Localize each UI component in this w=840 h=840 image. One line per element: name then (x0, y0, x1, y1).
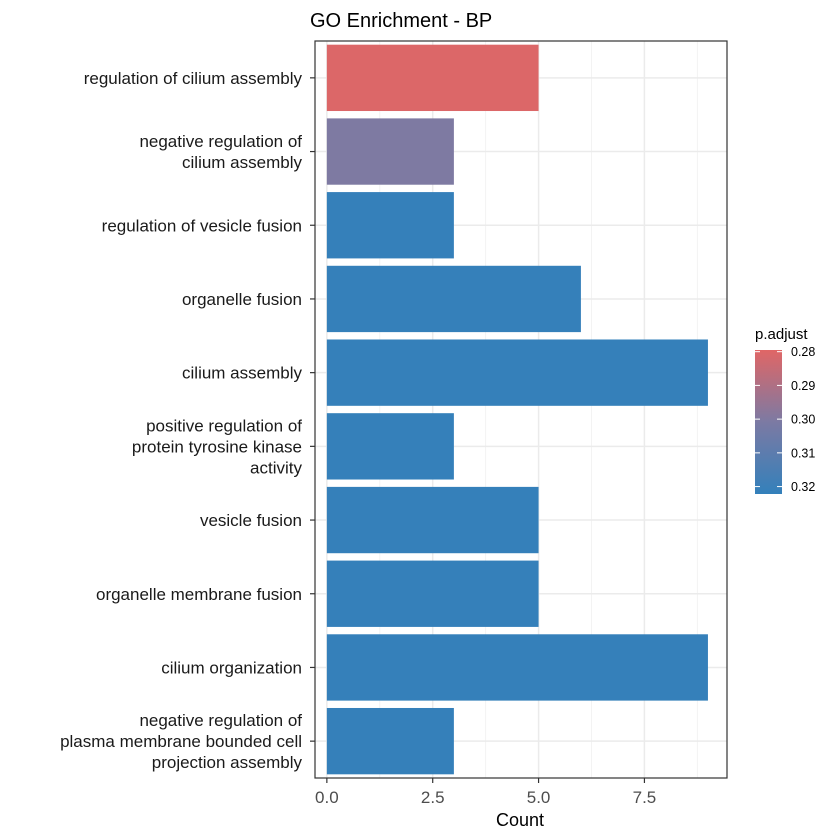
legend-tick-label: 0.29 (791, 379, 815, 393)
legend-title: p.adjust (755, 326, 808, 343)
legend-tick-label: 0.31 (791, 446, 815, 460)
plot-panel-border (314, 40, 728, 779)
bar (326, 118, 454, 185)
legend-tick-label: 0.32 (791, 480, 815, 494)
y-tick-label: positive regulation of protein tyrosine k… (132, 416, 303, 477)
bar (326, 265, 581, 333)
bar (326, 339, 708, 406)
x-axis: 0.0 2.5 5.0 7.5 (315, 778, 656, 807)
y-tick-label: organelle membrane fusion (96, 585, 302, 604)
bar (326, 486, 539, 554)
legend-tick-label: 0.28 (791, 345, 815, 359)
chart-title: GO Enrichment - BP (310, 10, 492, 32)
bar (326, 192, 454, 259)
x-tick-label: 5.0 (527, 788, 551, 807)
bar (326, 707, 454, 775)
legend-tick-label: 0.30 (791, 413, 815, 427)
legend-colorbar (755, 350, 782, 494)
y-tick-label: regulation of vesicle fusion (102, 216, 302, 235)
y-tick-label: cilium organization (161, 658, 302, 677)
bar (326, 413, 454, 480)
x-tick-label: 7.5 (633, 788, 657, 807)
y-tick-label: organelle fusion (182, 290, 302, 309)
y-tick-label: vesicle fusion (200, 511, 302, 530)
x-axis-label: Count (496, 810, 544, 830)
legend: p.adjust 0.28 0.29 0.30 0.31 0.32 (755, 326, 815, 494)
y-tick-label: cilium assembly (182, 364, 302, 383)
bar (326, 634, 708, 701)
bars (326, 44, 708, 775)
y-tick-label: negative regulation of cilium assembly (139, 132, 302, 172)
bar (326, 44, 539, 112)
x-tick-label: 0.0 (315, 788, 339, 807)
x-tick-label: 2.5 (421, 788, 445, 807)
y-axis: regulation of cilium assembly negative re… (60, 69, 315, 772)
bar (326, 560, 539, 627)
y-tick-label: negative regulation of plasma membrane bo… (60, 711, 302, 772)
y-tick-label: regulation of cilium assembly (84, 69, 303, 88)
